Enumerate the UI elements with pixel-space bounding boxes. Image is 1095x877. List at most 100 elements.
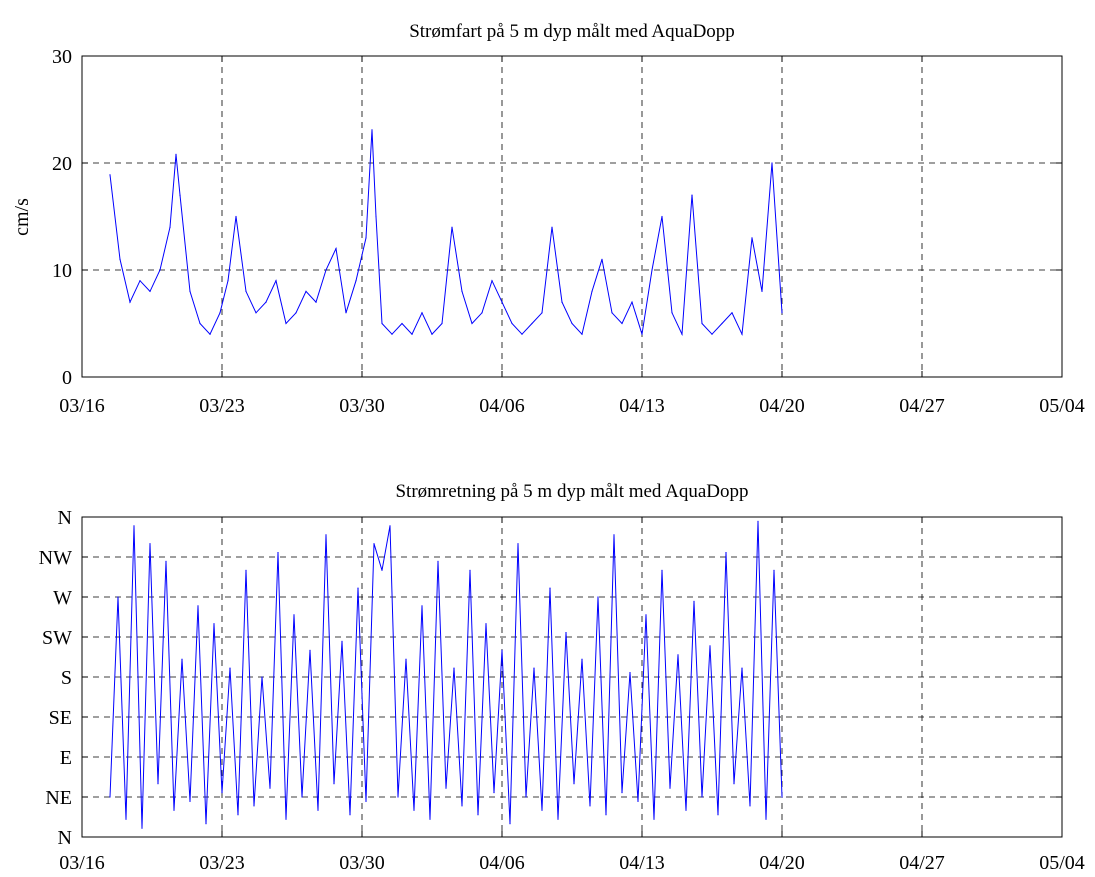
direction-data-point [125, 818, 127, 820]
direction-data-point [613, 534, 615, 536]
direction-y-tick-label: SW [42, 627, 72, 649]
direction-data-point [269, 787, 271, 789]
speed-data-point [591, 290, 593, 292]
direction-data-point [109, 796, 111, 798]
speed-data-point [651, 269, 653, 271]
speed-data-point [255, 312, 257, 314]
direction-data-point [557, 818, 559, 820]
direction-data-point [781, 796, 783, 798]
direction-data-point [757, 520, 759, 523]
direction-data-point [549, 587, 551, 589]
direction-data-point [181, 658, 183, 660]
direction-x-tick-label: 03/16 [59, 852, 105, 874]
speed-data-point [751, 237, 753, 239]
speed-data-point [285, 322, 287, 325]
direction-data-point [197, 605, 199, 607]
direction-data-point [589, 805, 591, 807]
speed-data-point [531, 322, 533, 325]
speed-data-point [511, 322, 513, 325]
speed-y-tick-label: 0 [62, 367, 72, 389]
speed-data-point [235, 215, 237, 218]
direction-data-point [517, 543, 519, 545]
speed-data-point [711, 333, 713, 335]
direction-data-point [173, 809, 175, 811]
speed-data-point [149, 290, 151, 292]
speed-data-point [451, 226, 453, 228]
direction-plot-frame [81, 516, 1063, 838]
direction-data-point [485, 623, 487, 625]
speed-data-point [219, 312, 221, 314]
direction-data-point [421, 605, 423, 607]
direction-y-tick-label: E [60, 747, 72, 769]
direction-data-point [405, 658, 407, 660]
direction-data-point [285, 818, 287, 820]
speed-data-point [345, 312, 347, 314]
speed-x-tick-label: 05/04 [1039, 395, 1085, 417]
speed-x-tick-label: 04/20 [759, 395, 805, 417]
direction-data-point [117, 596, 119, 598]
direction-data-point [429, 818, 431, 820]
direction-x-tick-label: 03/30 [339, 852, 385, 874]
speed-chart-title: Strømfart på 5 m dyp målt med AquaDopp [409, 21, 735, 42]
speed-data-point [169, 226, 171, 228]
speed-data-point [581, 333, 583, 335]
direction-data-point [149, 543, 151, 545]
speed-x-tick-label: 03/30 [339, 395, 385, 417]
speed-data-point [491, 280, 493, 282]
direction-x-tick-label: 04/06 [479, 852, 525, 874]
direction-data-point [637, 800, 639, 803]
speed-data-point [421, 312, 423, 314]
speed-data-point [611, 312, 613, 314]
direction-data-point [509, 823, 511, 825]
direction-data-point [645, 614, 647, 616]
direction-data-point [261, 676, 263, 678]
direction-x-tick-label: 03/23 [199, 852, 245, 874]
speed-y-tick-label: 20 [52, 153, 72, 175]
direction-y-tick-label: NE [45, 787, 72, 809]
direction-data-point [213, 623, 215, 625]
direction-data-point [597, 596, 599, 598]
direction-data-point [333, 783, 335, 785]
direction-data-point [349, 814, 351, 816]
speed-data-point [731, 312, 733, 314]
direction-data-point [253, 805, 255, 807]
speed-data-point [139, 280, 141, 282]
speed-data-point [461, 290, 463, 292]
direction-data-point [709, 645, 711, 647]
speed-chart: Strømfart på 5 m dyp målt med AquaDopp c… [11, 21, 1085, 417]
direction-data-point [397, 796, 399, 798]
direction-data-point [573, 783, 575, 785]
direction-data-point [309, 649, 311, 651]
direction-data-point [661, 569, 663, 571]
speed-x-tick-label: 03/23 [199, 395, 245, 417]
direction-data-point [677, 654, 679, 656]
speed-data-point [371, 129, 373, 131]
speed-data-point [771, 162, 773, 164]
speed-data-point [411, 333, 413, 335]
speed-data-point [741, 333, 743, 335]
speed-data-point [661, 215, 663, 218]
direction-x-tick-label: 04/20 [759, 852, 805, 874]
speed-data-point [315, 301, 317, 303]
speed-x-tick-label: 04/06 [479, 395, 525, 417]
direction-data-point [293, 614, 295, 616]
direction-data-point [221, 792, 223, 794]
direction-data-point [277, 552, 279, 554]
speed-data-point [571, 322, 573, 325]
speed-data-point [641, 333, 643, 335]
direction-data-point [469, 569, 471, 571]
direction-data-point [629, 672, 631, 674]
direction-y-tick-label: SE [49, 707, 72, 729]
direction-data-point [493, 792, 495, 794]
direction-y-tick-label: N [58, 827, 72, 849]
direction-data-point [605, 814, 607, 816]
speed-x-tick-label: 04/27 [899, 395, 945, 417]
speed-data-point [209, 333, 211, 335]
speed-data-point [481, 312, 483, 314]
direction-data-point [141, 827, 143, 829]
direction-data-point [205, 823, 207, 825]
speed-data-point [551, 226, 553, 228]
speed-data-point [109, 174, 111, 176]
direction-x-tick-label: 04/13 [619, 852, 665, 874]
speed-y-tick-label: 30 [52, 46, 72, 68]
